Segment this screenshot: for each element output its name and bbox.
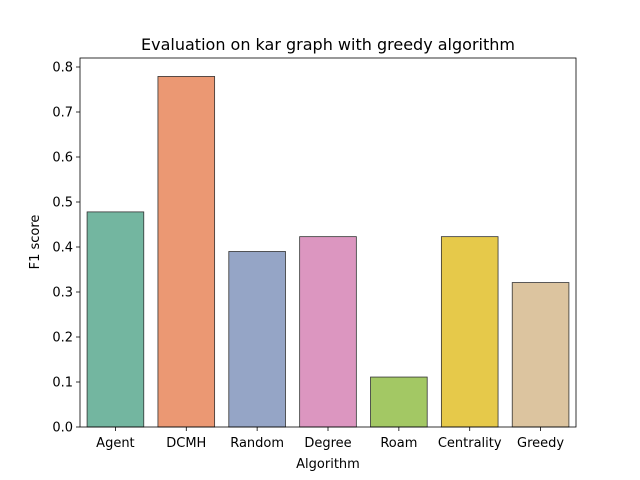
bars-group (86, 76, 570, 428)
chart-title: Evaluation on kar graph with greedy algo… (141, 35, 515, 54)
x-tick-label: Centrality (438, 436, 502, 451)
bar-dcmh (157, 76, 216, 428)
bar-centrality (440, 236, 499, 428)
x-tick-label: Greedy (517, 436, 564, 451)
bar-roam (370, 376, 428, 428)
x-tick-label: Degree (304, 436, 351, 451)
x-tick-label: Random (230, 436, 284, 451)
y-axis: 0.0 0.1 0.2 0.3 0.4 0.5 0.6 0.7 0.8 (52, 61, 80, 436)
bar-random (228, 251, 286, 428)
y-tick-label: 0.6 (52, 151, 73, 166)
x-axis: Agent DCMH Random Degree Roam Centrality Greed… (96, 427, 564, 451)
y-tick-label: 0.8 (52, 61, 73, 76)
bar-degree (299, 236, 357, 428)
x-tick-label: Agent (96, 436, 134, 451)
x-axis-label: Algorithm (296, 457, 360, 472)
plot-frame (79, 57, 577, 428)
y-tick-label: 0.0 (52, 421, 73, 436)
y-axis-label: F1 score (28, 215, 43, 270)
y-tick-label: 0.5 (52, 196, 73, 211)
bar-greedy (511, 282, 570, 428)
y-tick-label: 0.1 (52, 376, 73, 391)
y-tick-label: 0.2 (52, 331, 73, 346)
y-tick-label: 0.7 (52, 106, 73, 121)
y-tick-label: 0.3 (52, 286, 73, 301)
x-tick-label: DCMH (166, 436, 206, 451)
y-tick-label: 0.4 (52, 241, 73, 256)
bar-agent (86, 211, 145, 428)
x-tick-label: Roam (380, 436, 417, 451)
